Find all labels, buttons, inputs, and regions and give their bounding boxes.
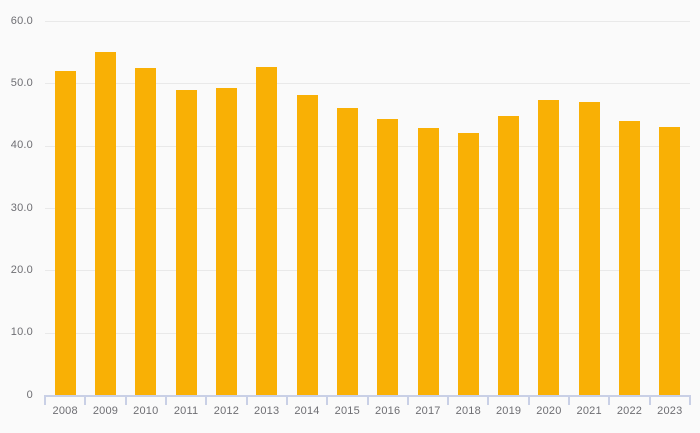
- bar-2014[interactable]: [296, 95, 318, 395]
- x-axis-tick: [285, 396, 288, 405]
- x-axis-tick: [326, 396, 329, 405]
- bar-2023[interactable]: [659, 127, 681, 395]
- x-axis-tick-label: 2016: [375, 405, 401, 417]
- gridline: [45, 208, 690, 209]
- x-axis-tick: [487, 396, 490, 405]
- x-axis-tick: [608, 396, 611, 405]
- x-axis-tick: [648, 396, 651, 405]
- x-axis-tick: [44, 396, 46, 405]
- x-axis-tick: [527, 396, 530, 405]
- bar-2017[interactable]: [417, 127, 439, 395]
- y-axis-tick-label: 20.0: [10, 263, 33, 276]
- bar-2011[interactable]: [175, 89, 197, 395]
- x-axis-tick-label: 2013: [254, 405, 280, 417]
- x-axis-tick: [205, 396, 208, 405]
- x-axis-tick-label: 2010: [133, 405, 159, 417]
- x-axis-tick: [447, 396, 450, 405]
- y-axis-tick-label: 0: [26, 388, 33, 401]
- x-axis-tick: [124, 396, 127, 405]
- bar-2018[interactable]: [457, 132, 479, 395]
- x-axis-tick-label: 2017: [415, 405, 441, 417]
- x-axis-tick: [245, 396, 248, 405]
- x-axis-tick-label: 2008: [52, 405, 78, 417]
- y-axis-tick-label: 30.0: [10, 201, 33, 214]
- bar-2013[interactable]: [256, 66, 278, 395]
- bar-2016[interactable]: [377, 118, 399, 395]
- gridline: [45, 83, 690, 85]
- y-axis-tick-label: 60.0: [10, 14, 33, 27]
- x-axis-tick-label: 2018: [455, 405, 481, 417]
- x-axis-tick-label: 2021: [576, 405, 602, 417]
- bar-2015[interactable]: [336, 108, 358, 395]
- x-axis-tick: [689, 396, 691, 405]
- gridline: [45, 332, 690, 334]
- x-axis-tick-label: 2009: [92, 405, 119, 417]
- x-axis-tick-label: 2023: [657, 405, 683, 417]
- x-axis-tick-label: 2022: [616, 405, 643, 417]
- x-axis-tick-label: 2012: [213, 405, 240, 417]
- x-axis-tick: [366, 396, 369, 405]
- y-axis-tick-label: 10.0: [10, 326, 33, 339]
- bar-2021[interactable]: [578, 102, 600, 395]
- y-axis-tick-label: 50.0: [10, 76, 33, 89]
- x-axis-tick: [164, 396, 167, 405]
- bar-2020[interactable]: [538, 99, 560, 395]
- x-axis-tick: [406, 396, 409, 405]
- gridline: [45, 21, 690, 22]
- bar-2019[interactable]: [498, 115, 520, 395]
- gridline: [45, 270, 690, 272]
- x-axis-tick-label: 2015: [334, 405, 360, 417]
- x-axis-tick-label: 2020: [536, 405, 562, 417]
- bar-2012[interactable]: [215, 87, 237, 395]
- gridline: [45, 145, 690, 147]
- bar-2010[interactable]: [135, 67, 157, 396]
- x-axis-tick: [568, 396, 571, 405]
- bar-2008[interactable]: [54, 70, 76, 395]
- x-axis-tick: [84, 396, 87, 405]
- bar-2009[interactable]: [95, 52, 116, 395]
- bar-2022[interactable]: [619, 120, 640, 395]
- x-axis-tick-label: 2014: [294, 405, 320, 417]
- x-axis-tick-label: 2011: [173, 405, 199, 417]
- y-axis-tick-label: 40.0: [10, 139, 33, 152]
- x-axis-tick-label: 2019: [495, 405, 522, 417]
